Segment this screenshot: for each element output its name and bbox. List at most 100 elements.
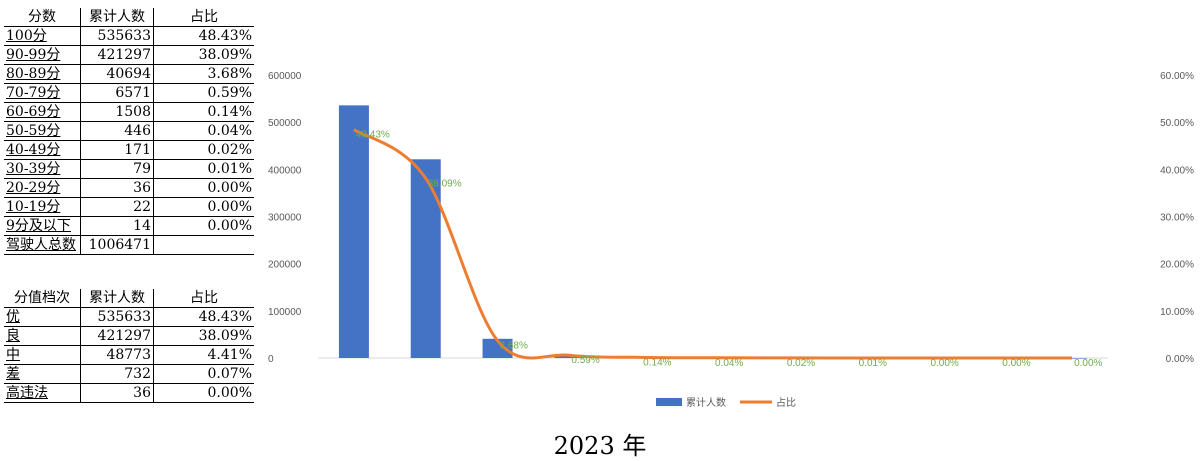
right-tick-label: 30.00% bbox=[1160, 213, 1194, 224]
table1-cell[interactable]: 30-39分 bbox=[4, 159, 81, 179]
table1-cell[interactable]: 40-49分 bbox=[4, 140, 81, 160]
bar bbox=[338, 105, 369, 358]
table1-cell[interactable]: 累计人数 bbox=[80, 8, 154, 27]
legend-label-bar: 累计人数 bbox=[686, 396, 726, 409]
table1-cell[interactable]: 0.59% bbox=[153, 83, 254, 103]
table1-cell[interactable]: 1508 bbox=[80, 102, 154, 122]
left-tick-label: 600000 bbox=[268, 71, 302, 82]
table1-row: 100分 535633 48.43% bbox=[4, 26, 254, 46]
table1-cell[interactable]: 421297 bbox=[80, 45, 154, 65]
right-tick-label: 0.00% bbox=[1166, 354, 1194, 365]
data-label: 0.00% bbox=[930, 358, 958, 369]
table1-cell[interactable]: 1006471 bbox=[80, 235, 154, 255]
table1-row: 10-19分 22 0.00% bbox=[4, 197, 254, 217]
table2-cell[interactable]: 0.00% bbox=[153, 383, 254, 403]
left-tick-label: 0 bbox=[268, 354, 274, 365]
table2-cell[interactable]: 分值档次 bbox=[4, 289, 81, 308]
table1-cell[interactable]: 9分及以下 bbox=[4, 216, 81, 236]
table1-cell[interactable]: 0.04% bbox=[153, 121, 254, 141]
table2-cell[interactable]: 高违法 bbox=[4, 383, 81, 403]
caption: 2023 年 bbox=[553, 432, 647, 460]
legend: 累计人数 占比 bbox=[656, 396, 796, 409]
table1-row: 60-69分 1508 0.14% bbox=[4, 102, 254, 122]
table1-cell[interactable]: 40694 bbox=[80, 64, 154, 84]
table1-cell[interactable]: 0.00% bbox=[153, 178, 254, 198]
table1-cell[interactable]: 38.09% bbox=[153, 45, 254, 65]
table1-cell[interactable]: 79 bbox=[80, 159, 154, 179]
table1-cell[interactable]: 分数 bbox=[4, 8, 81, 27]
data-label: 3.68% bbox=[500, 341, 528, 352]
data-label: 0.59% bbox=[571, 355, 599, 366]
table1-cell[interactable]: 60-69分 bbox=[4, 102, 81, 122]
table1-cell[interactable]: 20-29分 bbox=[4, 178, 81, 198]
table1-cell[interactable]: 80-89分 bbox=[4, 64, 81, 84]
table1-row: 30-39分 79 0.01% bbox=[4, 159, 254, 179]
data-label: 0.04% bbox=[715, 358, 743, 369]
left-tick-label: 100000 bbox=[268, 307, 302, 318]
bar bbox=[482, 338, 513, 358]
table1-row: 90-99分 421297 38.09% bbox=[4, 45, 254, 65]
table1-cell[interactable]: 0.01% bbox=[153, 159, 254, 179]
table2-cell[interactable]: 良 bbox=[4, 326, 81, 346]
data-label: 38.09% bbox=[428, 178, 462, 189]
table1-total-row: 驾驶人总数 1006471 bbox=[4, 235, 254, 255]
data-label: 0.02% bbox=[787, 358, 815, 369]
table2-cell[interactable]: 占比 bbox=[153, 289, 254, 308]
table1-cell[interactable] bbox=[153, 235, 254, 255]
left-tick-label: 200000 bbox=[268, 260, 302, 271]
table2-cell[interactable]: 优 bbox=[4, 307, 81, 327]
table1-cell[interactable]: 0.14% bbox=[153, 102, 254, 122]
table2-cell[interactable]: 48773 bbox=[80, 345, 154, 365]
table1-cell[interactable]: 171 bbox=[80, 140, 154, 160]
right-tick-label: 20.00% bbox=[1160, 260, 1194, 271]
table2-cell[interactable]: 732 bbox=[80, 364, 154, 384]
combo-chart: 0 100000 200000 300000 400000 500000 600000 0.… bbox=[268, 71, 1194, 409]
grade-table: 分值档次 累计人数 占比优 535633 48.43% 良 421297 38.09% 中 487… bbox=[4, 289, 254, 403]
table2-cell[interactable]: 421297 bbox=[80, 326, 154, 346]
table1-cell[interactable]: 90-99分 bbox=[4, 45, 81, 65]
table1-header-row: 分数 累计人数 占比 bbox=[4, 8, 254, 27]
legend-label-line: 占比 bbox=[776, 396, 796, 409]
table2-cell[interactable]: 4.41% bbox=[153, 345, 254, 365]
table2-cell[interactable]: 38.09% bbox=[153, 326, 254, 346]
table2-row: 良 421297 38.09% bbox=[4, 326, 254, 346]
table2-cell[interactable]: 累计人数 bbox=[80, 289, 154, 308]
table1-cell[interactable]: 占比 bbox=[153, 8, 254, 27]
table1-row: 80-89分 40694 3.68% bbox=[4, 64, 254, 84]
table1-cell[interactable]: 48.43% bbox=[153, 26, 254, 46]
table2-cell[interactable]: 36 bbox=[80, 383, 154, 403]
table2-cell[interactable]: 535633 bbox=[80, 307, 154, 327]
table2-row: 差 732 0.07% bbox=[4, 364, 254, 384]
right-tick-label: 60.00% bbox=[1160, 71, 1194, 82]
table1-cell[interactable]: 50-59分 bbox=[4, 121, 81, 141]
table1-cell[interactable]: 10-19分 bbox=[4, 197, 81, 217]
data-labels: 48.43% 38.09% 3.68% 0.59% 0.14% 0.04% 0.02% 0.0… bbox=[356, 130, 1103, 369]
data-label: 48.43% bbox=[356, 130, 390, 141]
table1-cell[interactable]: 3.68% bbox=[153, 64, 254, 84]
table1-cell[interactable]: 0.02% bbox=[153, 140, 254, 160]
table1-cell[interactable]: 0.00% bbox=[153, 197, 254, 217]
data-label: 0.14% bbox=[643, 357, 671, 368]
table1-cell[interactable]: 0.00% bbox=[153, 216, 254, 236]
legend-swatch-bar bbox=[656, 398, 682, 406]
table1-cell[interactable]: 14 bbox=[80, 216, 154, 236]
left-axis: 0 100000 200000 300000 400000 500000 600000 bbox=[268, 71, 302, 365]
table1-cell[interactable]: 36 bbox=[80, 178, 154, 198]
table1-cell[interactable]: 驾驶人总数 bbox=[4, 235, 81, 255]
table1-row: 50-59分 446 0.04% bbox=[4, 121, 254, 141]
table2-cell[interactable]: 0.07% bbox=[153, 364, 254, 384]
table1-cell[interactable]: 22 bbox=[80, 197, 154, 217]
right-tick-label: 50.00% bbox=[1160, 118, 1194, 129]
table2-row: 中 48773 4.41% bbox=[4, 345, 254, 365]
table1-cell[interactable]: 100分 bbox=[4, 26, 81, 46]
table1-cell[interactable]: 446 bbox=[80, 121, 154, 141]
table2-cell[interactable]: 48.43% bbox=[153, 307, 254, 327]
table1-cell[interactable]: 535633 bbox=[80, 26, 154, 46]
left-tick-label: 400000 bbox=[268, 165, 302, 176]
table2-cell[interactable]: 差 bbox=[4, 364, 81, 384]
spreadsheet: 分数 累计人数 占比 100分 535633 48.43% 90-99分 421297 38.0… bbox=[4, 8, 254, 403]
line-path bbox=[353, 128, 1073, 360]
table1-cell[interactable]: 70-79分 bbox=[4, 83, 81, 103]
table2-cell[interactable]: 中 bbox=[4, 345, 81, 365]
table1-cell[interactable]: 6571 bbox=[80, 83, 154, 103]
